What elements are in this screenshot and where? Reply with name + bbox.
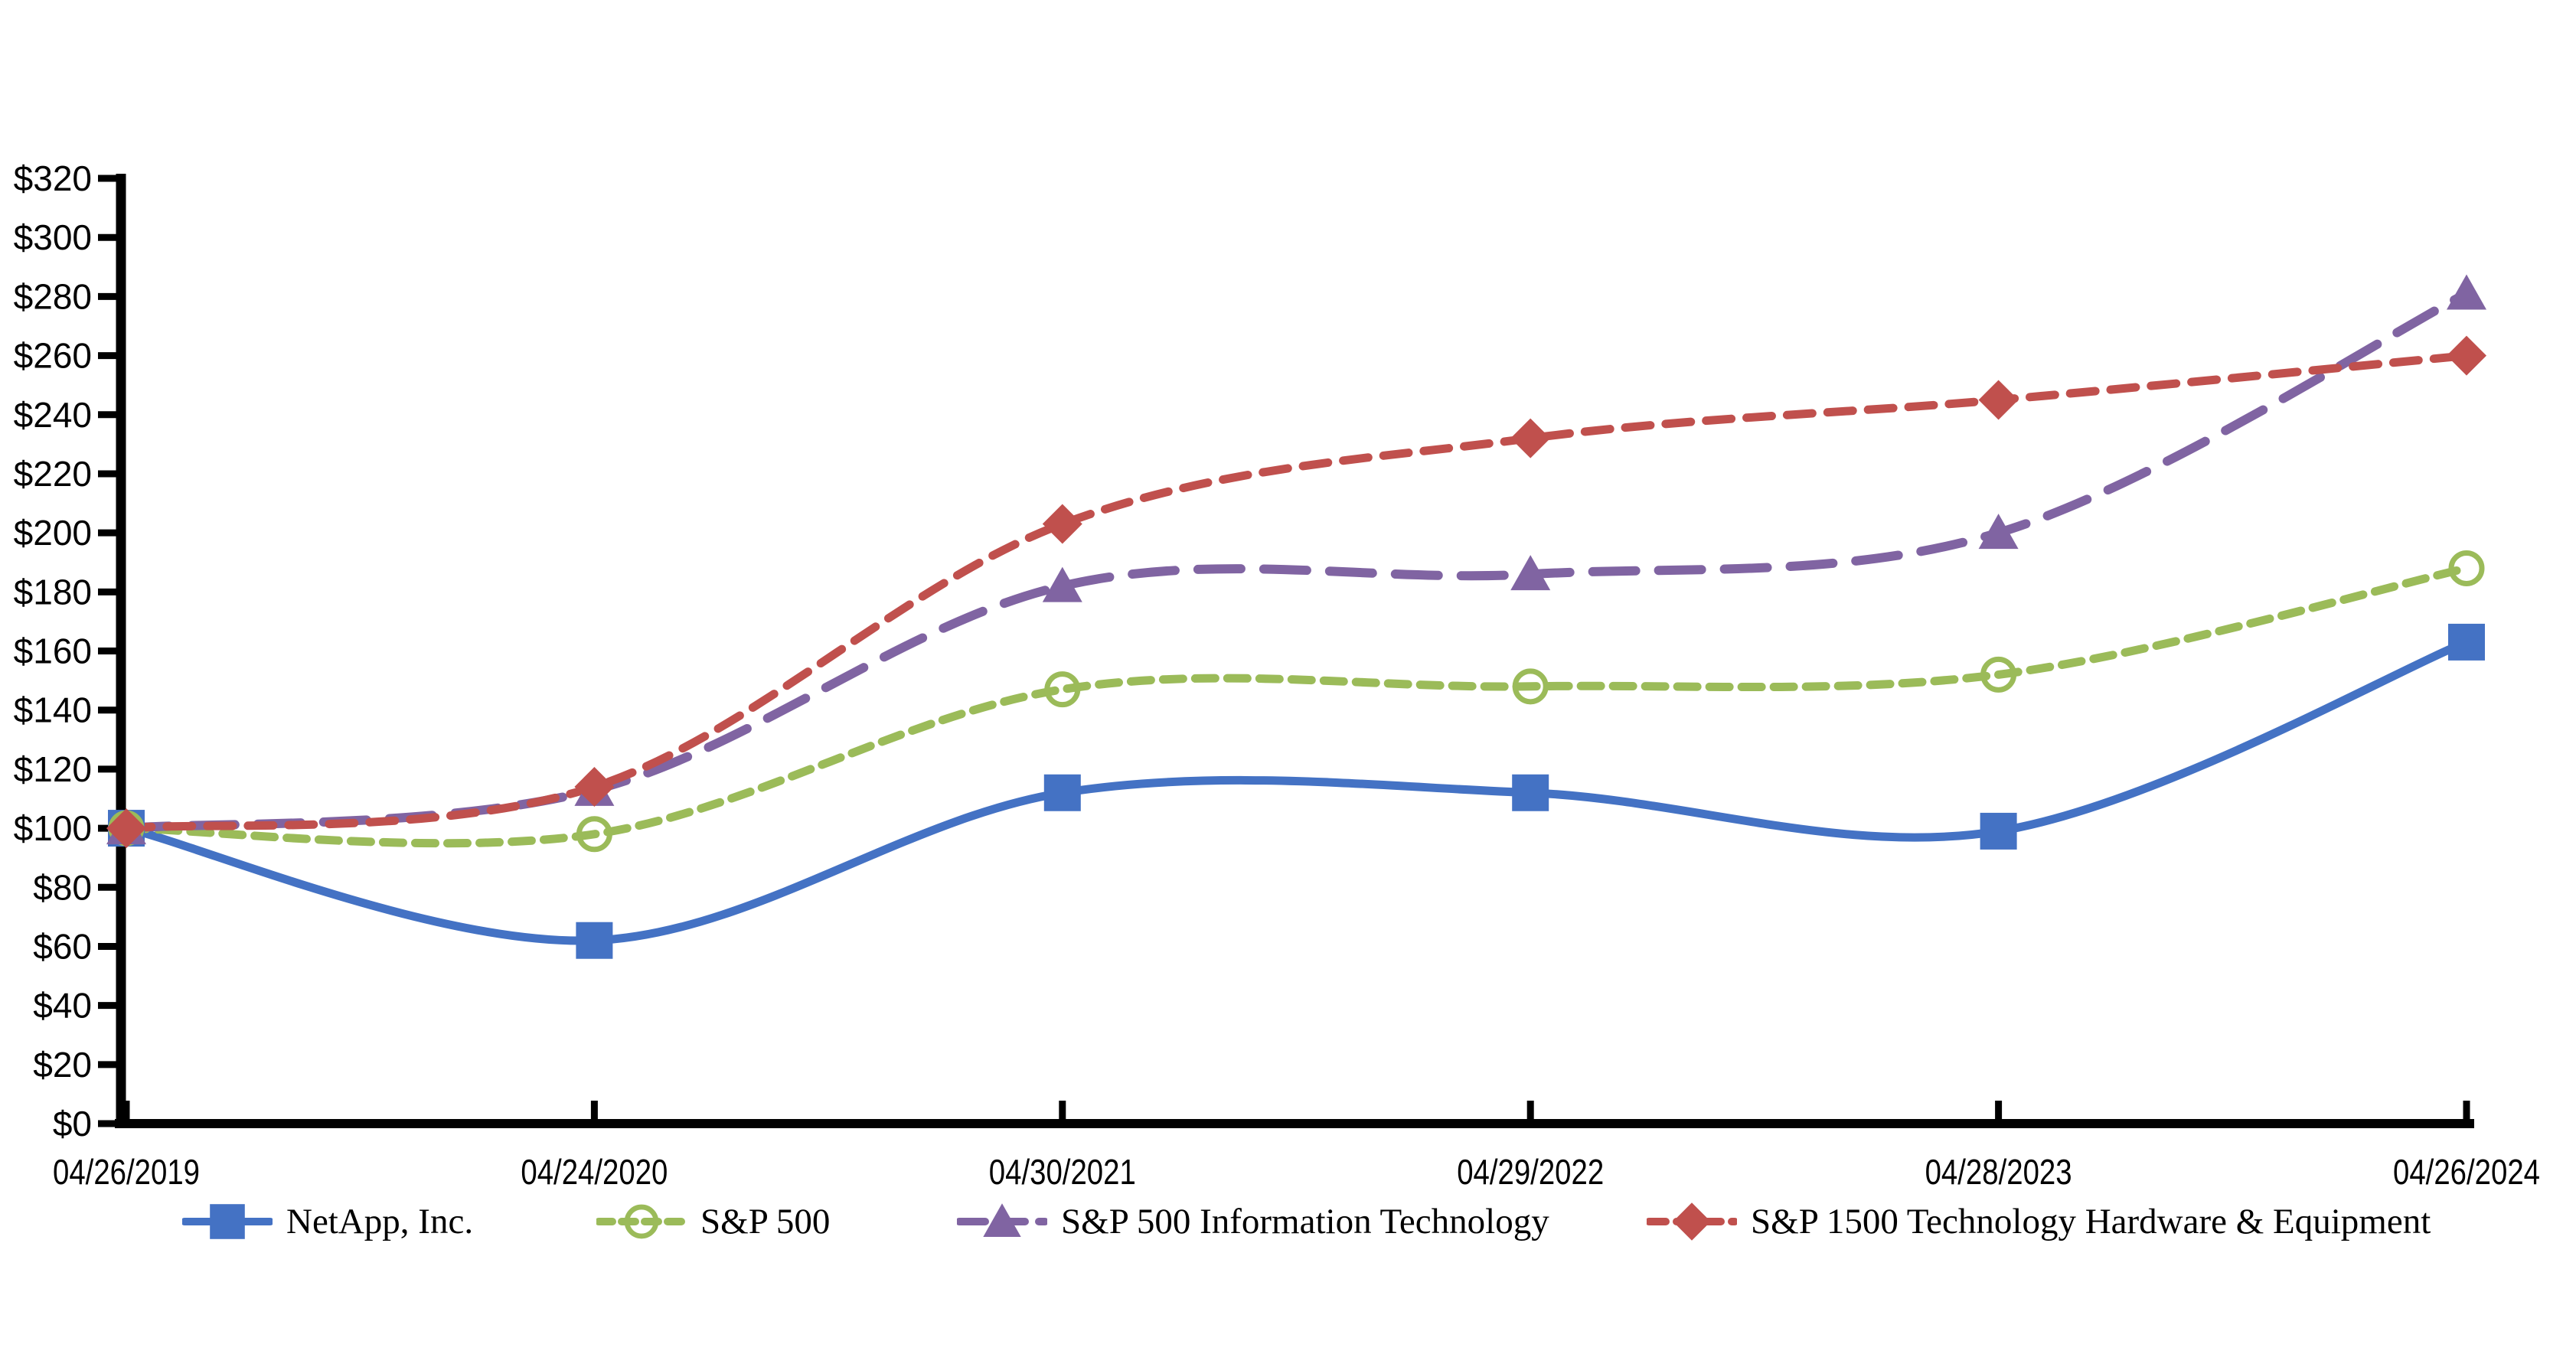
legend-label: S&P 1500 Technology Hardware & Equipment: [1751, 1202, 2431, 1241]
y-axis-label: $100: [14, 808, 92, 848]
legend-marker-square: [182, 1204, 273, 1239]
y-axis-label: $320: [14, 158, 92, 198]
x-axis-label: 04/26/2019: [53, 1152, 200, 1192]
triangle-marker: [1978, 514, 2019, 550]
square-marker: [210, 1204, 245, 1239]
x-axis: 04/26/2019 04/24/2020 04/30/2021 04/29/2022…: [53, 1101, 2540, 1192]
legend-label: NetApp, Inc.: [286, 1202, 474, 1241]
series-line-3: [122, 289, 2471, 834]
triangle-marker: [1510, 555, 1551, 591]
square-marker: [1980, 812, 2017, 850]
series-line-1: [122, 638, 2471, 945]
x-axis-label: 04/29/2022: [1457, 1152, 1604, 1192]
y-axis-label: $20: [33, 1045, 92, 1085]
x-axis-label: 04/24/2020: [521, 1152, 668, 1192]
x-axis-label: 04/30/2021: [989, 1152, 1136, 1192]
series-line-2: [122, 563, 2471, 848]
y-axis-label: $60: [33, 926, 92, 966]
legend-item-3: S&P 500 Information Technology: [957, 1191, 1549, 1252]
y-axis-label: $40: [33, 986, 92, 1026]
y-axis-label: $120: [14, 749, 92, 789]
square-marker: [576, 922, 613, 959]
legend-label: S&P 500 Information Technology: [1061, 1202, 1549, 1241]
y-axis-label: $160: [14, 631, 92, 671]
legend-item-1: NetApp, Inc.: [182, 1191, 473, 1252]
diamond-marker: [2447, 335, 2486, 376]
series-lines: [122, 289, 2471, 945]
series-markers-2: [108, 550, 2485, 853]
series-markers-4: [106, 335, 2486, 849]
circle-marker: [2448, 550, 2485, 586]
diamond-marker: [1673, 1202, 1711, 1241]
diamond-marker: [1042, 504, 1082, 544]
circle-marker: [1980, 656, 2017, 693]
legend-marker-triangle: [957, 1203, 1047, 1237]
y-axis: $0 $20 $40 $60 $80 $100 $120 $140 $160 $180 $200 $2…: [14, 158, 121, 1144]
circle-marker: [576, 816, 612, 853]
y-axis-label: $80: [33, 867, 92, 907]
triangle-marker: [2447, 274, 2486, 310]
y-axis-label: $200: [14, 513, 92, 553]
triangle-marker: [1042, 566, 1082, 602]
legend-marker-circle-open: [596, 1204, 687, 1239]
legend-marker-diamond: [1647, 1202, 1737, 1241]
x-axis-label: 04/26/2024: [2393, 1152, 2540, 1192]
diamond-marker: [1510, 418, 1551, 458]
legend-item-2: S&P 500: [596, 1191, 830, 1252]
y-axis-label: $180: [14, 572, 92, 612]
triangle-marker: [983, 1203, 1021, 1237]
circle-marker: [624, 1204, 659, 1239]
y-axis-label: $300: [14, 217, 92, 257]
diamond-marker: [1978, 380, 2019, 420]
diamond-marker: [574, 767, 615, 808]
legend-label: S&P 500: [700, 1202, 831, 1241]
diamond-marker: [106, 808, 146, 849]
y-axis-label: $240: [14, 395, 92, 435]
x-axis-label: 04/28/2023: [1925, 1152, 2072, 1192]
legend-item-4: S&P 1500 Technology Hardware & Equipment: [1647, 1191, 2431, 1252]
y-axis-label: $0: [53, 1104, 92, 1144]
chart-legend: NetApp, Inc. S&P 500 S&P 500 Information T…: [0, 1191, 2576, 1252]
y-axis-label: $260: [14, 336, 92, 376]
series-markers-3: [106, 274, 2486, 845]
square-marker: [2448, 623, 2485, 661]
y-axis-label: $140: [14, 690, 92, 730]
circle-marker: [1044, 671, 1081, 708]
square-marker: [1043, 774, 1081, 811]
series-line-4: [122, 351, 2471, 833]
y-axis-label: $220: [14, 454, 92, 494]
circle-marker: [1512, 668, 1549, 705]
square-marker: [1512, 774, 1549, 811]
y-axis-label: $280: [14, 276, 92, 316]
